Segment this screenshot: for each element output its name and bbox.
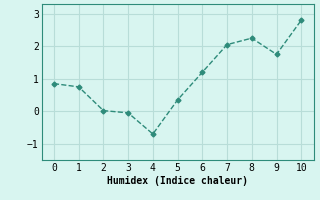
- X-axis label: Humidex (Indice chaleur): Humidex (Indice chaleur): [107, 176, 248, 186]
